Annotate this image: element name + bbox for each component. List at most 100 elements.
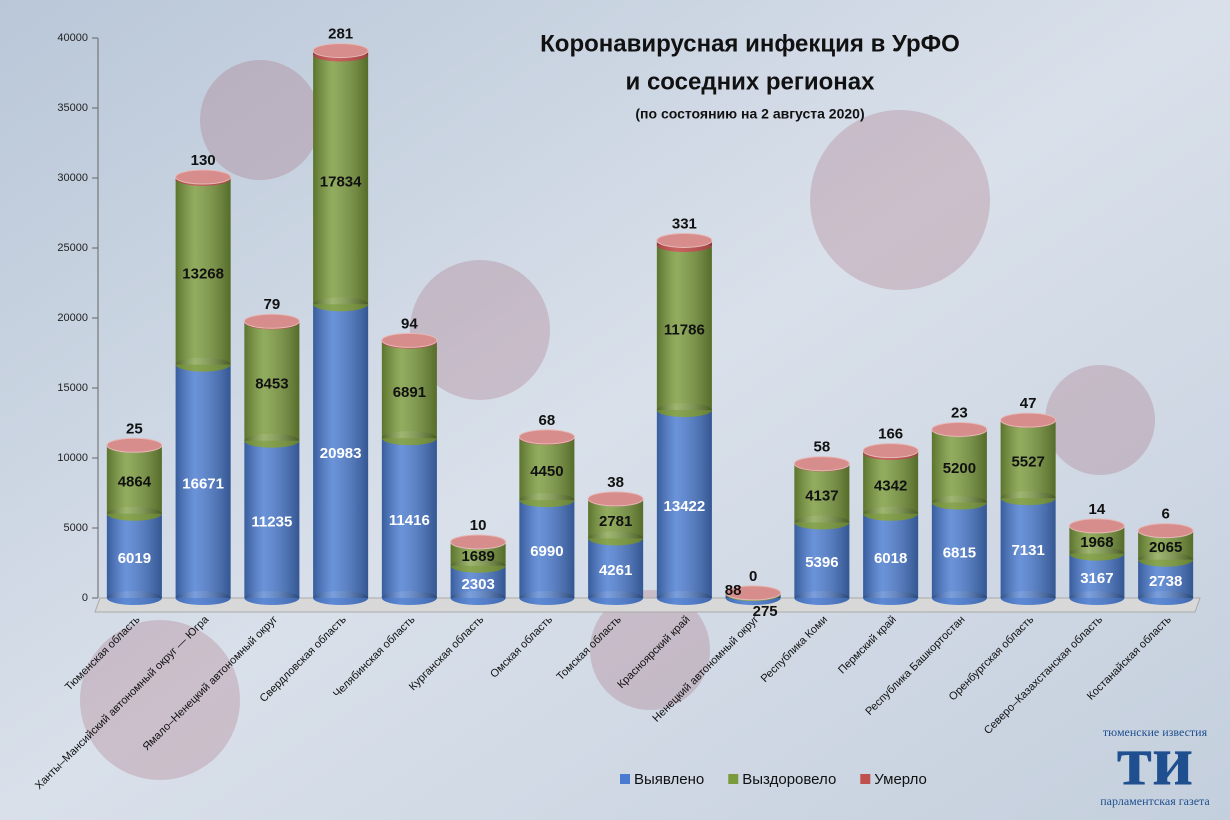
data-label: 94 bbox=[401, 315, 418, 332]
data-label: 331 bbox=[672, 215, 697, 232]
bar-segment bbox=[313, 304, 369, 605]
bar-segment bbox=[175, 364, 231, 605]
data-label: 88 bbox=[725, 582, 742, 599]
data-label: 14 bbox=[1089, 501, 1106, 518]
bar-top bbox=[243, 313, 300, 329]
bar-segment bbox=[1138, 559, 1194, 605]
data-label: 281 bbox=[328, 26, 353, 43]
logo: тюменские известия ти парламентская газе… bbox=[1100, 721, 1210, 808]
legend-swatch bbox=[728, 774, 739, 784]
bar-top bbox=[1068, 518, 1125, 534]
chart-title: Коронавирусная инфекция в УрФО bbox=[540, 30, 960, 57]
data-label: 0 bbox=[749, 568, 757, 585]
data-label: 11416 bbox=[389, 512, 430, 529]
bar-segment bbox=[106, 445, 162, 521]
bar-top bbox=[656, 232, 713, 248]
data-label: 68 bbox=[539, 412, 556, 429]
data-label: 4261 bbox=[599, 562, 632, 579]
bar-segment bbox=[1069, 553, 1125, 605]
bar-segment bbox=[1000, 420, 1056, 506]
bar-segment bbox=[656, 410, 712, 605]
data-label: 6018 bbox=[874, 550, 907, 567]
logo-text: парламентская газета bbox=[1100, 794, 1210, 808]
bar-segment bbox=[106, 513, 162, 605]
bar-segment bbox=[863, 452, 919, 521]
bar-top bbox=[725, 585, 782, 601]
legend-label: Выздоровело bbox=[742, 771, 836, 788]
bar-top bbox=[1137, 523, 1194, 539]
data-label: 6990 bbox=[530, 543, 563, 560]
data-label: 25 bbox=[126, 420, 143, 437]
data-label: 23 bbox=[951, 404, 968, 421]
bar-top bbox=[931, 421, 988, 437]
bar-top bbox=[587, 491, 644, 507]
data-label: 8453 bbox=[255, 376, 288, 393]
bar-top bbox=[450, 534, 507, 550]
bar-top bbox=[862, 443, 919, 459]
legend-label: Выявлено bbox=[634, 771, 704, 788]
y-tick-label: 15000 bbox=[57, 382, 88, 394]
legend-swatch bbox=[860, 774, 871, 784]
bar-segment bbox=[931, 429, 987, 510]
bar-segment bbox=[863, 513, 919, 605]
data-label: 2738 bbox=[1149, 573, 1182, 590]
data-label: 5527 bbox=[1011, 453, 1044, 470]
y-tick-label: 25000 bbox=[57, 242, 88, 254]
decor bbox=[80, 60, 1155, 780]
bar-segment bbox=[519, 500, 575, 605]
data-label: 3167 bbox=[1080, 570, 1113, 587]
data-label: 275 bbox=[753, 603, 778, 620]
data-label: 6891 bbox=[393, 384, 426, 401]
data-label: 38 bbox=[607, 474, 624, 491]
data-label: 47 bbox=[1020, 395, 1037, 412]
legend-swatch bbox=[620, 774, 630, 784]
data-label: 10 bbox=[470, 517, 487, 534]
data-label: 6815 bbox=[943, 544, 976, 561]
data-label: 4342 bbox=[874, 477, 907, 494]
bar-segment bbox=[931, 502, 987, 605]
bar-segment bbox=[588, 538, 644, 605]
data-label: 58 bbox=[814, 439, 831, 456]
data-label: 4137 bbox=[805, 487, 838, 504]
data-label: 13268 bbox=[182, 266, 224, 283]
data-label: 2781 bbox=[599, 513, 632, 530]
data-label: 1968 bbox=[1080, 534, 1113, 551]
bar-top bbox=[312, 43, 369, 59]
data-label: 79 bbox=[264, 296, 281, 313]
data-label: 6 bbox=[1161, 506, 1169, 523]
bar-top bbox=[175, 169, 232, 185]
y-tick-label: 5000 bbox=[64, 522, 88, 534]
bar-segment bbox=[381, 341, 437, 446]
bar-segment bbox=[244, 322, 300, 448]
legend-label: Умерло bbox=[874, 771, 927, 788]
y-tick-label: 30000 bbox=[57, 172, 88, 184]
data-label: 2303 bbox=[461, 576, 494, 593]
bar-top bbox=[1000, 412, 1057, 428]
data-label: 2065 bbox=[1149, 539, 1182, 556]
y-tick-label: 10000 bbox=[57, 452, 88, 464]
bar-top bbox=[793, 456, 850, 472]
bar-segment bbox=[1000, 498, 1056, 605]
data-label: 11235 bbox=[251, 513, 292, 530]
data-label: 4864 bbox=[118, 474, 152, 491]
data-label: 5200 bbox=[943, 460, 976, 477]
bar-segment bbox=[519, 437, 575, 508]
bar-segment bbox=[794, 522, 850, 605]
data-label: 4450 bbox=[530, 463, 563, 480]
bar-segment bbox=[794, 464, 850, 530]
y-tick-label: 0 bbox=[82, 592, 88, 604]
data-label: 7131 bbox=[1011, 542, 1044, 559]
data-label: 20983 bbox=[320, 445, 362, 462]
data-label: 5396 bbox=[805, 554, 838, 571]
logo-text: тюменские известия bbox=[1103, 725, 1208, 739]
bar-top bbox=[106, 437, 163, 453]
bar-segment bbox=[313, 54, 369, 312]
bar-segment bbox=[656, 245, 712, 418]
data-label: 17834 bbox=[320, 173, 362, 190]
bar-top bbox=[381, 332, 438, 348]
y-tick-label: 20000 bbox=[57, 312, 88, 324]
y-tick-label: 40000 bbox=[57, 32, 88, 44]
data-label: 166 bbox=[878, 426, 903, 443]
bar-segment bbox=[381, 438, 437, 605]
